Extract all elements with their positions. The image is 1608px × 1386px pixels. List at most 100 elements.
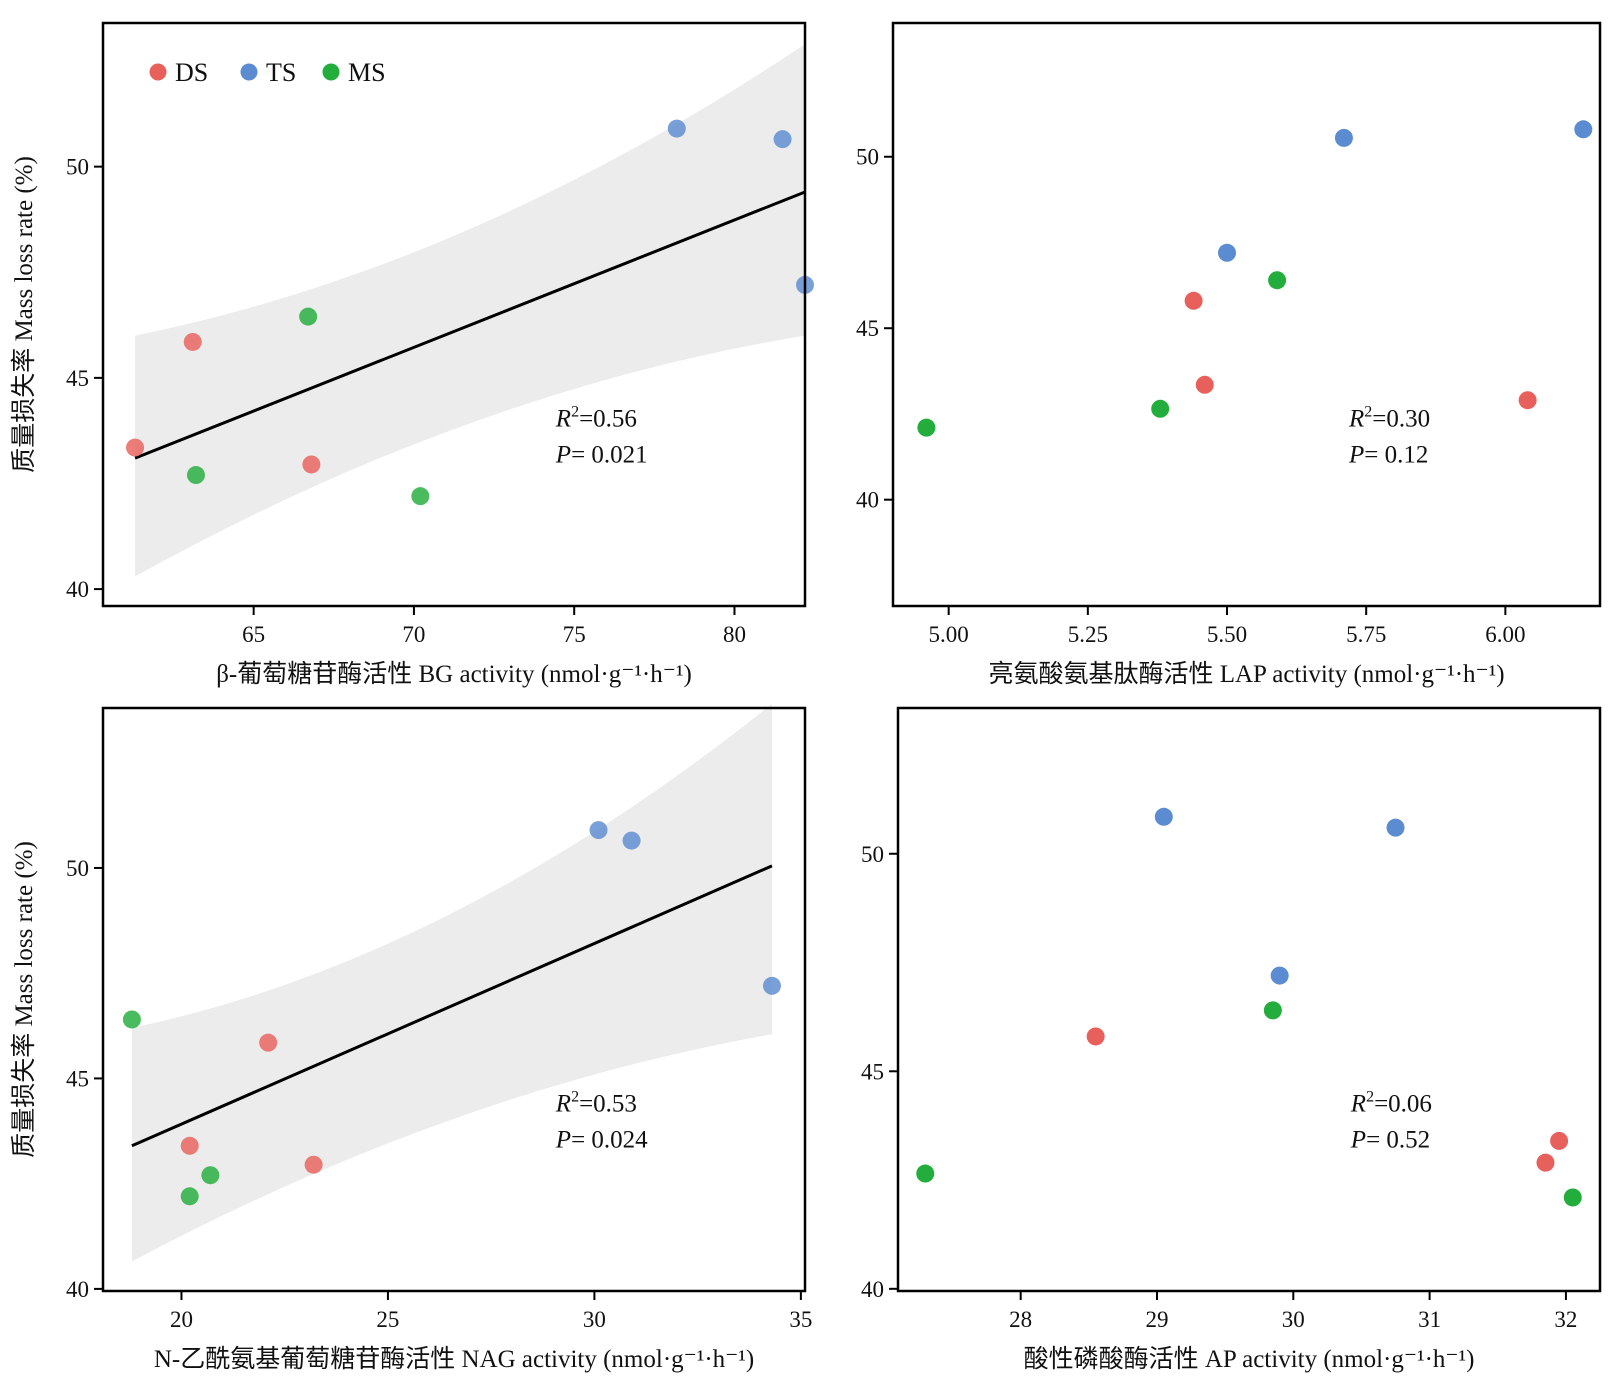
x-axis-title: β-葡萄糖苷酶活性 BG activity (nmol·g⁻¹·h⁻¹) bbox=[216, 660, 692, 688]
x-tick-label: 5.25 bbox=[1068, 622, 1108, 647]
data-point-ms bbox=[122, 1010, 141, 1029]
x-tick-label: 5.50 bbox=[1207, 622, 1247, 647]
y-axis-title: 质量损失率 Mass loss rate (%) bbox=[10, 841, 38, 1158]
plot-frame bbox=[101, 21, 807, 608]
y-tick-label: 50 bbox=[66, 155, 89, 180]
data-point-ds bbox=[1195, 375, 1214, 394]
x-tick-label: 30 bbox=[583, 1307, 606, 1332]
data-point-ds bbox=[183, 332, 202, 351]
p-value: 0.12 bbox=[1385, 441, 1429, 468]
r-squared-value: =0.56 bbox=[579, 405, 637, 432]
data-point-ds bbox=[1518, 391, 1537, 410]
legend-marker-ds bbox=[149, 63, 167, 81]
data-point-ms bbox=[1151, 399, 1170, 418]
panel-nag-mass-loss: 20 25 30 35 40 45 50 N-乙酰氨基葡萄糖苷酶活性 NAG activity… bbox=[10, 703, 812, 1373]
y-tick-label: 40 bbox=[66, 1277, 89, 1302]
x-axis-title: 亮氨酸氨基肽酶活性 LAP activity (nmol·g⁻¹·h⁻¹) bbox=[988, 660, 1504, 688]
data-point-ds bbox=[302, 455, 321, 474]
data-point-ms bbox=[1263, 1001, 1282, 1020]
data-point-ts bbox=[622, 831, 641, 850]
x-axis-title: N-乙酰氨基葡萄糖苷酶活性 NAG activity (nmol·g⁻¹·h⁻¹… bbox=[154, 1345, 754, 1373]
y-tick-label: 40 bbox=[861, 1277, 884, 1302]
legend-label-ts: TS bbox=[266, 58, 296, 87]
x-tick-label: 75 bbox=[563, 622, 586, 647]
p-value: 0.024 bbox=[591, 1126, 648, 1153]
x-tick-label: 80 bbox=[723, 622, 746, 647]
x-tick-label: 30 bbox=[1282, 1307, 1305, 1332]
data-point-ds bbox=[304, 1155, 323, 1174]
x-tick-label: 65 bbox=[242, 622, 265, 647]
x-tick-label: 32 bbox=[1554, 1307, 1577, 1332]
data-point-ts bbox=[667, 119, 686, 138]
y-tick-label: 50 bbox=[861, 842, 884, 867]
data-point-ts bbox=[762, 976, 781, 995]
data-point-ts bbox=[773, 130, 792, 149]
y-tick-label: 50 bbox=[856, 145, 879, 170]
y-tick-label: 50 bbox=[66, 856, 89, 881]
x-tick-label: 6.00 bbox=[1485, 622, 1525, 647]
r-squared-value: =0.06 bbox=[1374, 1090, 1432, 1117]
p-value-annotation: P= 0.12 bbox=[1348, 441, 1428, 468]
plot-frame bbox=[101, 706, 807, 1293]
legend-marker-ts bbox=[240, 63, 258, 81]
p-value-annotation: P= 0.024 bbox=[555, 1126, 648, 1153]
data-point-ms bbox=[1268, 271, 1287, 290]
data-point-ts bbox=[1334, 128, 1353, 147]
data-point-ds bbox=[1550, 1131, 1569, 1150]
data-point-ds bbox=[1086, 1027, 1105, 1046]
x-axis-title: 酸性磷酸酶活性 AP activity (nmol·g⁻¹·h⁻¹) bbox=[1024, 1345, 1475, 1373]
data-point-ms bbox=[916, 1164, 935, 1183]
data-point-ds bbox=[1184, 291, 1203, 310]
confidence-band bbox=[131, 703, 772, 1262]
x-tick-label: 25 bbox=[376, 1307, 399, 1332]
r-squared-annotation: R2=0.06 bbox=[1350, 1088, 1432, 1117]
data-point-ds bbox=[259, 1033, 278, 1052]
data-point-ts bbox=[1574, 120, 1593, 139]
panel-bg-mass-loss: 65 70 75 80 40 45 50 β-葡萄糖苷酶活性 BG activity (nmo… bbox=[10, 21, 814, 688]
data-point-ds bbox=[180, 1136, 199, 1155]
x-tick-label: 29 bbox=[1145, 1307, 1168, 1332]
data-point-ts bbox=[589, 821, 608, 840]
r-squared-annotation: R2=0.30 bbox=[1348, 403, 1430, 432]
data-point-ms bbox=[1563, 1188, 1582, 1207]
legend-label-ds: DS bbox=[175, 58, 208, 87]
r-squared-value: =0.53 bbox=[579, 1090, 637, 1117]
p-value-annotation: P= 0.021 bbox=[555, 441, 648, 468]
x-tick-label: 35 bbox=[789, 1307, 812, 1332]
data-point-ms bbox=[917, 418, 936, 437]
data-point-ds bbox=[126, 438, 145, 457]
panel-lap-mass-loss: 5.00 5.25 5.50 5.75 6.00 40 45 50 亮氨酸氨基肽酶活性 LAP … bbox=[856, 21, 1602, 688]
r-squared-annotation: R2=0.56 bbox=[555, 403, 637, 432]
regression-line bbox=[134, 190, 806, 460]
x-tick-label: 28 bbox=[1009, 1307, 1032, 1332]
p-value: 0.52 bbox=[1386, 1126, 1430, 1153]
data-point-ts bbox=[1154, 807, 1173, 826]
data-point-ts bbox=[1218, 243, 1237, 262]
legend: DS TS MS bbox=[149, 58, 386, 87]
regression-line bbox=[131, 864, 773, 1148]
legend-label-ms: MS bbox=[348, 58, 386, 87]
y-axis-title: 质量损失率 Mass loss rate (%) bbox=[10, 156, 38, 473]
data-point-ms bbox=[180, 1187, 199, 1206]
y-tick-label: 40 bbox=[856, 488, 879, 513]
p-value-annotation: P= 0.52 bbox=[1350, 1126, 1430, 1153]
r-squared-annotation: R2=0.53 bbox=[555, 1088, 637, 1117]
y-tick-label: 45 bbox=[66, 1066, 89, 1091]
panel-ap-mass-loss: 28 29 30 31 32 40 45 50 酸性磷酸酶活性 AP activity (nmo… bbox=[861, 706, 1602, 1373]
y-tick-label: 45 bbox=[861, 1059, 884, 1084]
x-tick-label: 70 bbox=[402, 622, 425, 647]
legend-marker-ms bbox=[322, 63, 340, 81]
y-tick-label: 45 bbox=[66, 366, 89, 391]
data-point-ts bbox=[1270, 966, 1289, 985]
confidence-band bbox=[135, 44, 805, 577]
p-value: 0.021 bbox=[591, 441, 647, 468]
y-tick-label: 45 bbox=[856, 316, 879, 341]
y-tick-label: 40 bbox=[66, 577, 89, 602]
r-squared-value: =0.30 bbox=[1372, 405, 1430, 432]
data-point-ms bbox=[201, 1166, 220, 1185]
plot-frame bbox=[891, 21, 1602, 608]
data-point-ms bbox=[411, 487, 430, 506]
x-tick-label: 5.00 bbox=[929, 622, 969, 647]
plot-frame bbox=[896, 706, 1602, 1293]
